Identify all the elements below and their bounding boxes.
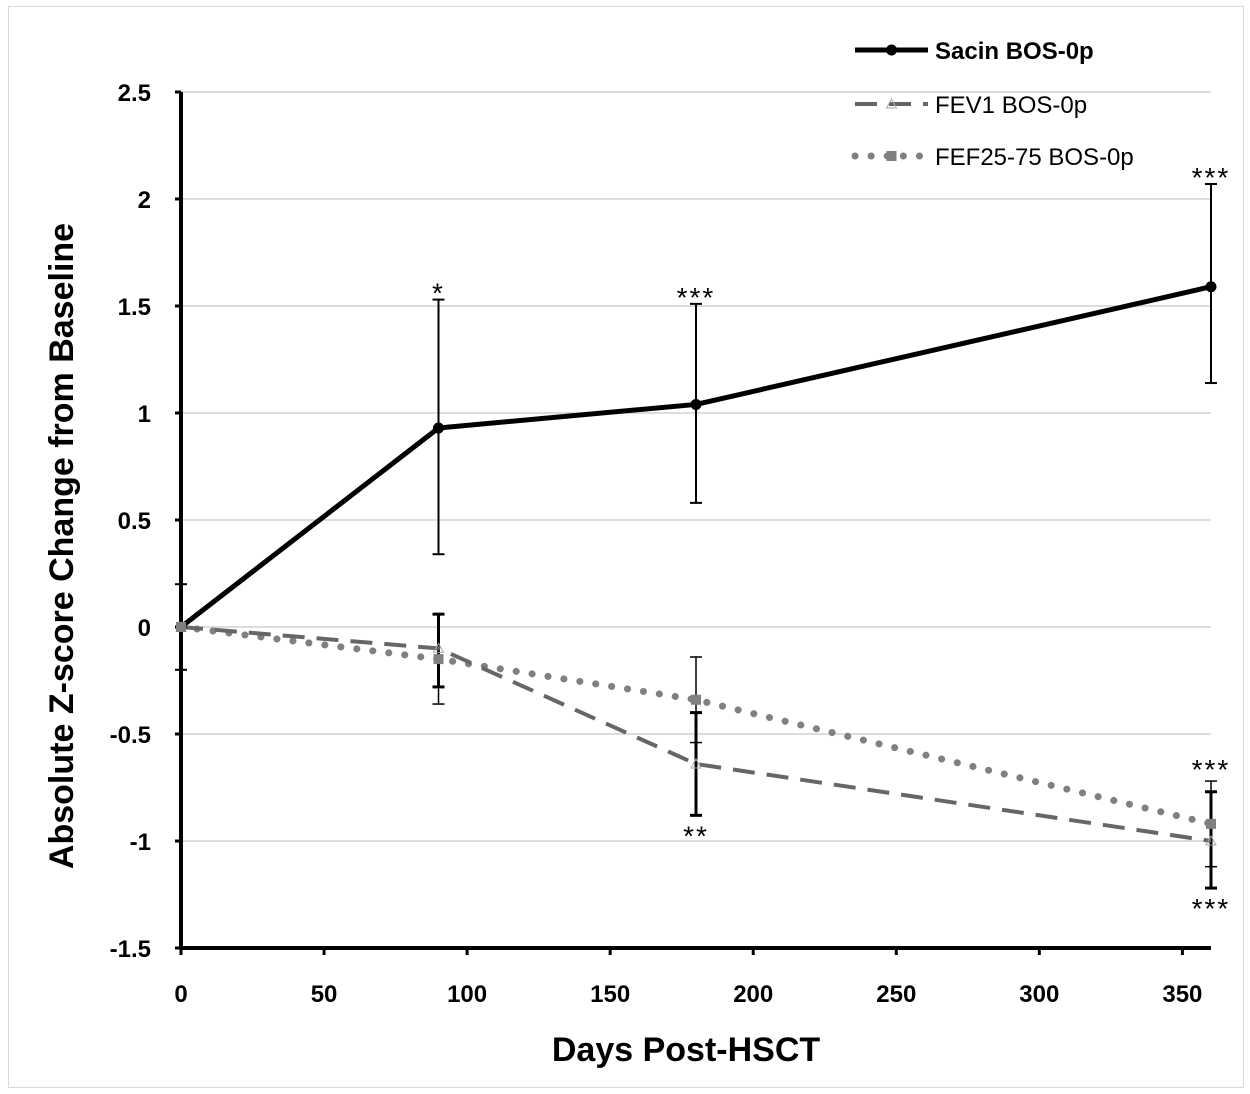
significance-label: ***	[1192, 754, 1231, 785]
data-point	[432, 642, 445, 653]
legend-marker	[886, 44, 897, 56]
y-tick-label: 1	[138, 401, 151, 428]
series-line	[179, 284, 1212, 629]
data-point	[1205, 834, 1217, 846]
x-tick-label: 50	[311, 981, 338, 1008]
y-tick-label: 0	[138, 615, 151, 642]
data-point	[691, 694, 701, 705]
significance-label: ***	[1192, 893, 1231, 924]
y-tick-label: -1	[130, 829, 151, 856]
x-tick-label: 350	[1162, 981, 1202, 1008]
gridlines	[181, 91, 1211, 842]
series-line	[180, 625, 1212, 843]
series-lines	[177, 284, 1215, 843]
significance-label: **	[683, 820, 709, 851]
data-point	[176, 622, 186, 632]
data-point	[1206, 818, 1216, 829]
y-tick-label: 2	[138, 187, 151, 214]
x-tick-label: 0	[174, 981, 187, 1008]
x-tick-label: 300	[1019, 981, 1059, 1008]
series-markers	[175, 281, 1217, 846]
data-point	[433, 422, 444, 434]
y-axis-title: Absolute Z-score Change from Baseline	[43, 223, 81, 869]
legend-marker	[885, 97, 898, 109]
y-tick-label: -1.5	[110, 936, 151, 963]
data-point	[690, 398, 702, 410]
y-tick-label: 1.5	[118, 294, 151, 321]
legend-label: FEV1 BOS-0p	[935, 92, 1087, 119]
significance-label: ***	[677, 282, 716, 313]
y-tick-label: 2.5	[118, 80, 151, 107]
data-point	[1205, 281, 1217, 293]
legend: Sacin BOS-0p FEV1 BOS-0p FEF25-75 BOS-0p	[851, 38, 1134, 171]
data-point	[433, 654, 444, 665]
chart-frame	[8, 6, 1244, 1088]
data-point	[690, 757, 702, 769]
x-tick-label: 100	[447, 981, 487, 1008]
x-tick-label: 200	[733, 981, 773, 1008]
series-line	[177, 623, 1215, 828]
tick-labels: 2.5 2 1.5 1 0.5 0 -0.5 -1 -1.5 0 50 100 150 200 250 300…	[110, 80, 1203, 1008]
x-axis-title: Days Post-HSCT	[552, 1031, 821, 1069]
legend-marker	[886, 151, 897, 161]
significance-label: ***	[1192, 162, 1231, 193]
axes	[175, 90, 1211, 955]
significance-labels: * **************	[432, 162, 1231, 924]
significance-label: *	[432, 278, 445, 309]
y-tick-label: 0.5	[118, 508, 151, 535]
y-tick-label: -0.5	[110, 722, 151, 749]
x-tick-label: 150	[590, 981, 630, 1008]
legend-label: FEF25-75 BOS-0p	[935, 144, 1134, 171]
legend-label: Sacin BOS-0p	[935, 38, 1094, 65]
x-tick-label: 250	[876, 981, 916, 1008]
